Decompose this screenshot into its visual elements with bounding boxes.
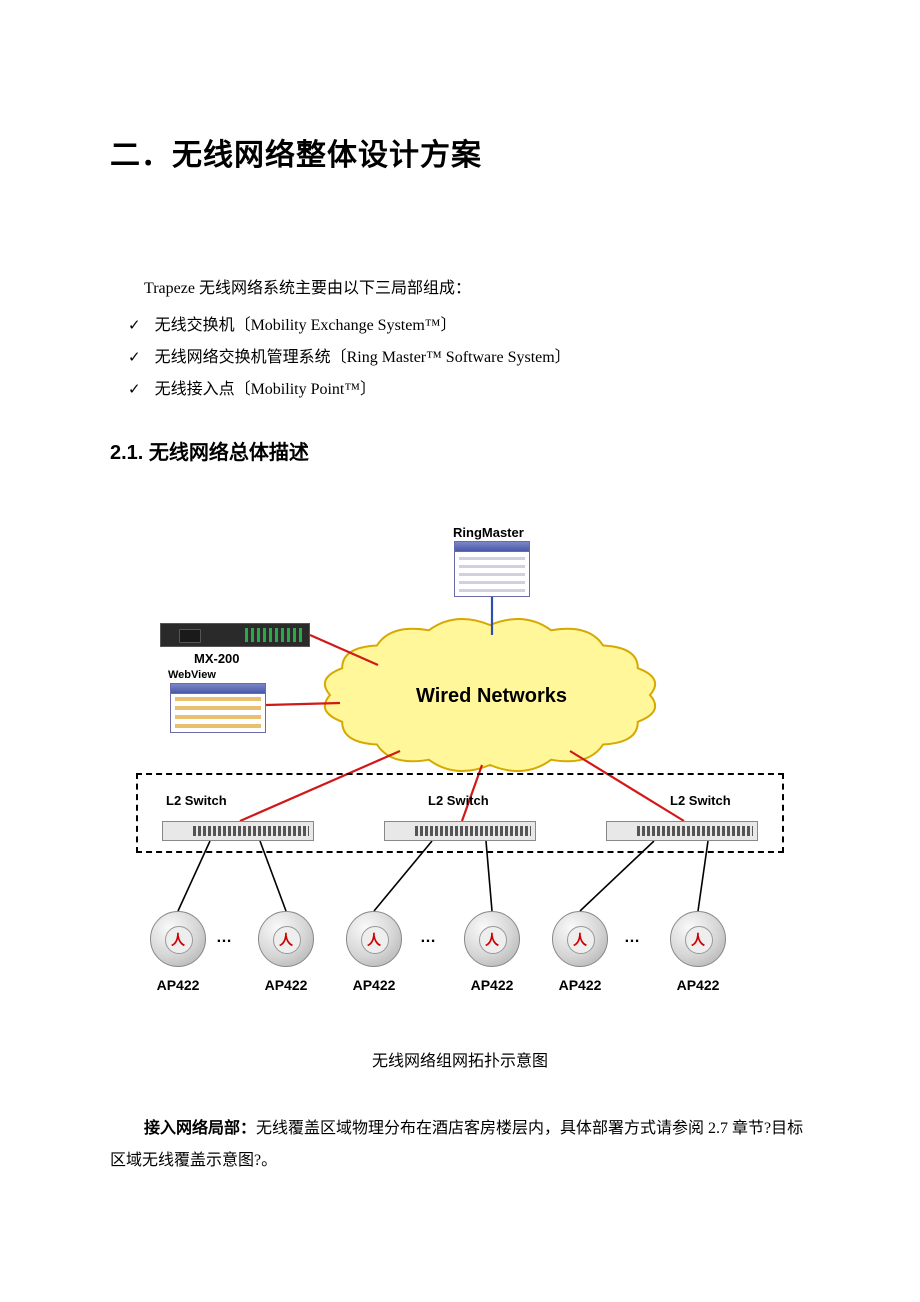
bullet-text: 无线交换机〔Mobility Exchange System™〕: [155, 310, 457, 342]
cloud-label: Wired Networks: [416, 685, 567, 708]
l2-switch-icon: [606, 821, 758, 841]
ap-label: AP422: [457, 977, 527, 993]
l2-switch-icon: [162, 821, 314, 841]
check-icon: ✓: [128, 343, 141, 373]
ap-label: AP422: [339, 977, 409, 993]
list-item: ✓ 无线接入点〔Mobility Point™〕: [128, 374, 810, 406]
heading-2: 2.1. 无线网络总体描述: [110, 436, 810, 465]
bullet-text: 无线接入点〔Mobility Point™〕: [155, 374, 376, 406]
ellipsis-icon: …: [420, 929, 438, 947]
check-icon: ✓: [128, 375, 141, 405]
l2-switch-label: L2 Switch: [166, 793, 227, 808]
ringmaster-window-icon: [454, 541, 530, 597]
access-point-icon: 人: [552, 911, 608, 967]
check-icon: ✓: [128, 311, 141, 341]
access-point-icon: 人: [150, 911, 206, 967]
l2-switch-icon: [384, 821, 536, 841]
heading-1: 二．无线网络整体设计方案: [110, 130, 810, 174]
mx-device-icon: [160, 623, 310, 647]
webview-label: WebView: [168, 669, 216, 681]
access-point-icon: 人: [670, 911, 726, 967]
l2-switch-label: L2 Switch: [670, 793, 731, 808]
body-paragraph: 接入网络局部：无线覆盖区域物理分布在酒店客房楼层内，具体部署方式请参阅 2.7 …: [110, 1113, 810, 1177]
ellipsis-icon: …: [624, 929, 642, 947]
bullet-list: ✓ 无线交换机〔Mobility Exchange System™〕 ✓ 无线网…: [128, 310, 810, 406]
list-item: ✓ 无线交换机〔Mobility Exchange System™〕: [128, 310, 810, 342]
l2-switch-label: L2 Switch: [428, 793, 489, 808]
access-point-icon: 人: [346, 911, 402, 967]
access-point-icon: 人: [464, 911, 520, 967]
ap-label: AP422: [251, 977, 321, 993]
ap-label: AP422: [143, 977, 213, 993]
intro-paragraph: Trapeze 无线网络系统主要由以下三局部组成：: [144, 274, 810, 304]
figure-caption: 无线网络组网拓扑示意图: [110, 1047, 810, 1071]
ringmaster-label: RingMaster: [453, 525, 524, 540]
para-lead: 接入网络局部：: [144, 1120, 256, 1137]
ap-label: AP422: [545, 977, 615, 993]
bullet-text: 无线网络交换机管理系统〔Ring Master™ Software System…: [155, 342, 571, 374]
ellipsis-icon: …: [216, 929, 234, 947]
access-point-icon: 人: [258, 911, 314, 967]
ap-label: AP422: [663, 977, 733, 993]
switch-group-box: [136, 773, 784, 853]
mx-label: MX-200: [194, 651, 240, 666]
webview-window-icon: [170, 683, 266, 733]
list-item: ✓ 无线网络交换机管理系统〔Ring Master™ Software Syst…: [128, 342, 810, 374]
network-topology-diagram: RingMaster MX-200 WebView Wired Networks L2 …: [130, 525, 790, 1025]
